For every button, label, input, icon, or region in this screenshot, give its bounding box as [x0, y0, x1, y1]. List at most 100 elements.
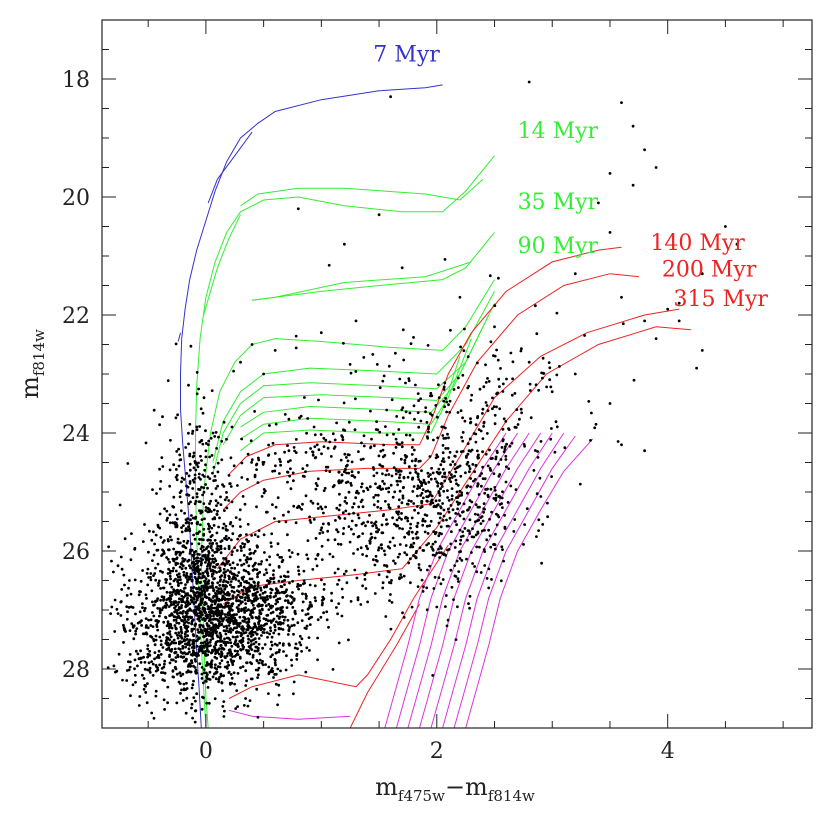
star-point — [125, 605, 129, 609]
star-point — [194, 600, 198, 604]
star-point — [292, 446, 296, 449]
star-point — [194, 591, 198, 595]
star-point — [268, 424, 271, 427]
star-point — [245, 661, 249, 665]
star-point — [215, 593, 218, 596]
star-point — [183, 558, 187, 561]
star-point — [407, 465, 411, 469]
star-point — [305, 553, 309, 557]
star-point — [478, 387, 482, 391]
star-point — [252, 551, 256, 555]
star-point — [511, 377, 514, 381]
star-point — [337, 470, 341, 474]
star-point — [168, 560, 171, 564]
star-point — [228, 638, 232, 642]
star-point — [401, 496, 405, 500]
star-point — [180, 604, 184, 607]
star-point — [151, 488, 154, 491]
star-point — [355, 489, 359, 493]
star-point — [256, 715, 260, 719]
star-point — [206, 486, 209, 490]
star-point — [185, 637, 189, 641]
star-point — [166, 685, 170, 689]
star-point — [221, 646, 224, 650]
star-point — [253, 649, 257, 653]
star-point — [148, 529, 151, 533]
star-point — [259, 586, 262, 590]
star-point — [206, 574, 210, 578]
star-point — [233, 616, 237, 620]
star-point — [396, 555, 400, 559]
star-point — [467, 602, 470, 605]
star-point — [184, 594, 187, 598]
star-point — [226, 569, 230, 572]
star-point — [207, 607, 210, 611]
star-point — [338, 492, 341, 496]
star-point — [446, 489, 449, 492]
star-point — [313, 584, 317, 588]
star-point — [200, 647, 204, 650]
star-point — [224, 534, 228, 538]
star-point — [286, 480, 289, 484]
star-point — [384, 615, 388, 618]
star-point — [298, 416, 301, 420]
star-point — [493, 486, 497, 489]
star-point — [276, 542, 280, 546]
star-point — [168, 661, 172, 665]
star-point — [138, 620, 142, 624]
star-point — [185, 657, 188, 661]
star-point — [211, 618, 215, 621]
star-point — [174, 592, 178, 596]
star-point — [197, 559, 201, 563]
star-point — [193, 537, 197, 541]
star-point — [217, 548, 221, 552]
star-point — [190, 561, 194, 565]
star-point — [373, 536, 377, 540]
star-point — [260, 607, 264, 611]
star-point — [209, 651, 213, 655]
star-point — [398, 476, 401, 480]
star-point — [340, 587, 344, 591]
star-point — [192, 466, 196, 470]
star-point — [191, 487, 195, 490]
star-point — [223, 637, 226, 641]
star-point — [356, 535, 360, 539]
star-point — [416, 472, 420, 476]
star-point — [482, 425, 485, 428]
star-point — [394, 437, 398, 441]
star-point — [221, 596, 225, 600]
star-point — [441, 502, 444, 505]
star-point — [272, 676, 275, 679]
star-point — [198, 645, 202, 649]
star-point — [194, 670, 197, 673]
star-point — [231, 550, 234, 554]
star-point — [468, 470, 471, 474]
star-point — [237, 571, 241, 574]
star-point — [226, 560, 230, 564]
star-point — [294, 438, 298, 441]
star-point — [270, 643, 274, 647]
star-point — [430, 466, 433, 470]
star-point — [287, 629, 291, 633]
star-point — [438, 471, 442, 474]
star-point — [455, 490, 459, 494]
star-point — [505, 465, 508, 469]
star-point — [125, 594, 129, 597]
star-point — [203, 629, 207, 633]
star-point — [263, 551, 266, 554]
star-point — [339, 481, 343, 484]
star-point — [286, 460, 290, 464]
star-point — [204, 429, 207, 433]
star-point — [242, 592, 246, 595]
star-point — [274, 505, 278, 509]
star-point — [573, 272, 577, 276]
star-point — [193, 658, 197, 661]
star-point — [433, 575, 437, 579]
star-point — [235, 689, 239, 692]
star-point — [456, 411, 460, 414]
star-point — [504, 480, 508, 484]
star-point — [292, 623, 296, 627]
star-point — [481, 412, 484, 415]
star-point — [417, 399, 420, 402]
star-point — [226, 660, 230, 664]
